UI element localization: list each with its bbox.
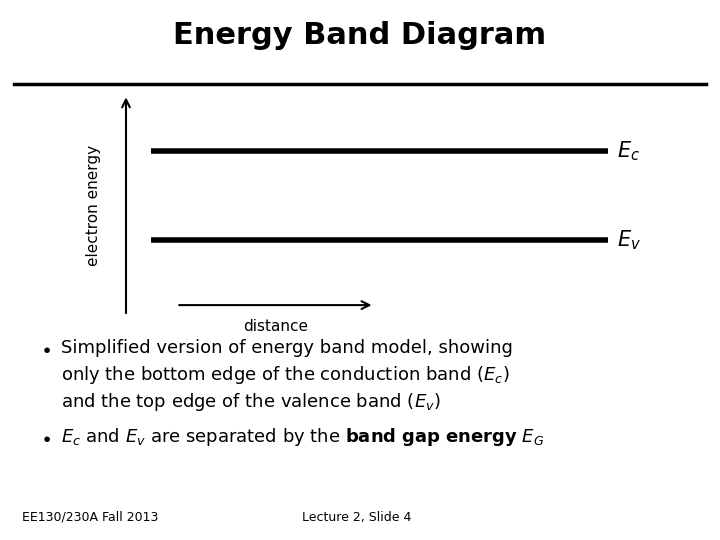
Text: $\it{E_c}$ and $\it{E_v}$ are separated by the $\mathbf{band\ gap\ energy}$ $\ma: $\it{E_c}$ and $\it{E_v}$ are separated …	[61, 427, 544, 448]
Text: Lecture 2, Slide 4: Lecture 2, Slide 4	[302, 511, 412, 524]
Text: and the top edge of the valence band ($\it{E_v}$): and the top edge of the valence band ($\…	[61, 392, 441, 413]
Text: $E_c$: $E_c$	[617, 139, 640, 163]
Text: Simplified version of energy band model, showing: Simplified version of energy band model,…	[61, 339, 513, 357]
Text: electron energy: electron energy	[86, 145, 101, 266]
Text: only the bottom edge of the conduction band ($\it{E_c}$): only the bottom edge of the conduction b…	[61, 364, 510, 386]
Text: Energy Band Diagram: Energy Band Diagram	[174, 21, 546, 50]
Text: $\bullet$: $\bullet$	[40, 339, 50, 358]
Text: $\bullet$: $\bullet$	[40, 428, 50, 447]
Text: EE130/230A Fall 2013: EE130/230A Fall 2013	[22, 511, 158, 524]
Text: $E_v$: $E_v$	[617, 228, 641, 252]
Text: distance: distance	[243, 319, 308, 334]
